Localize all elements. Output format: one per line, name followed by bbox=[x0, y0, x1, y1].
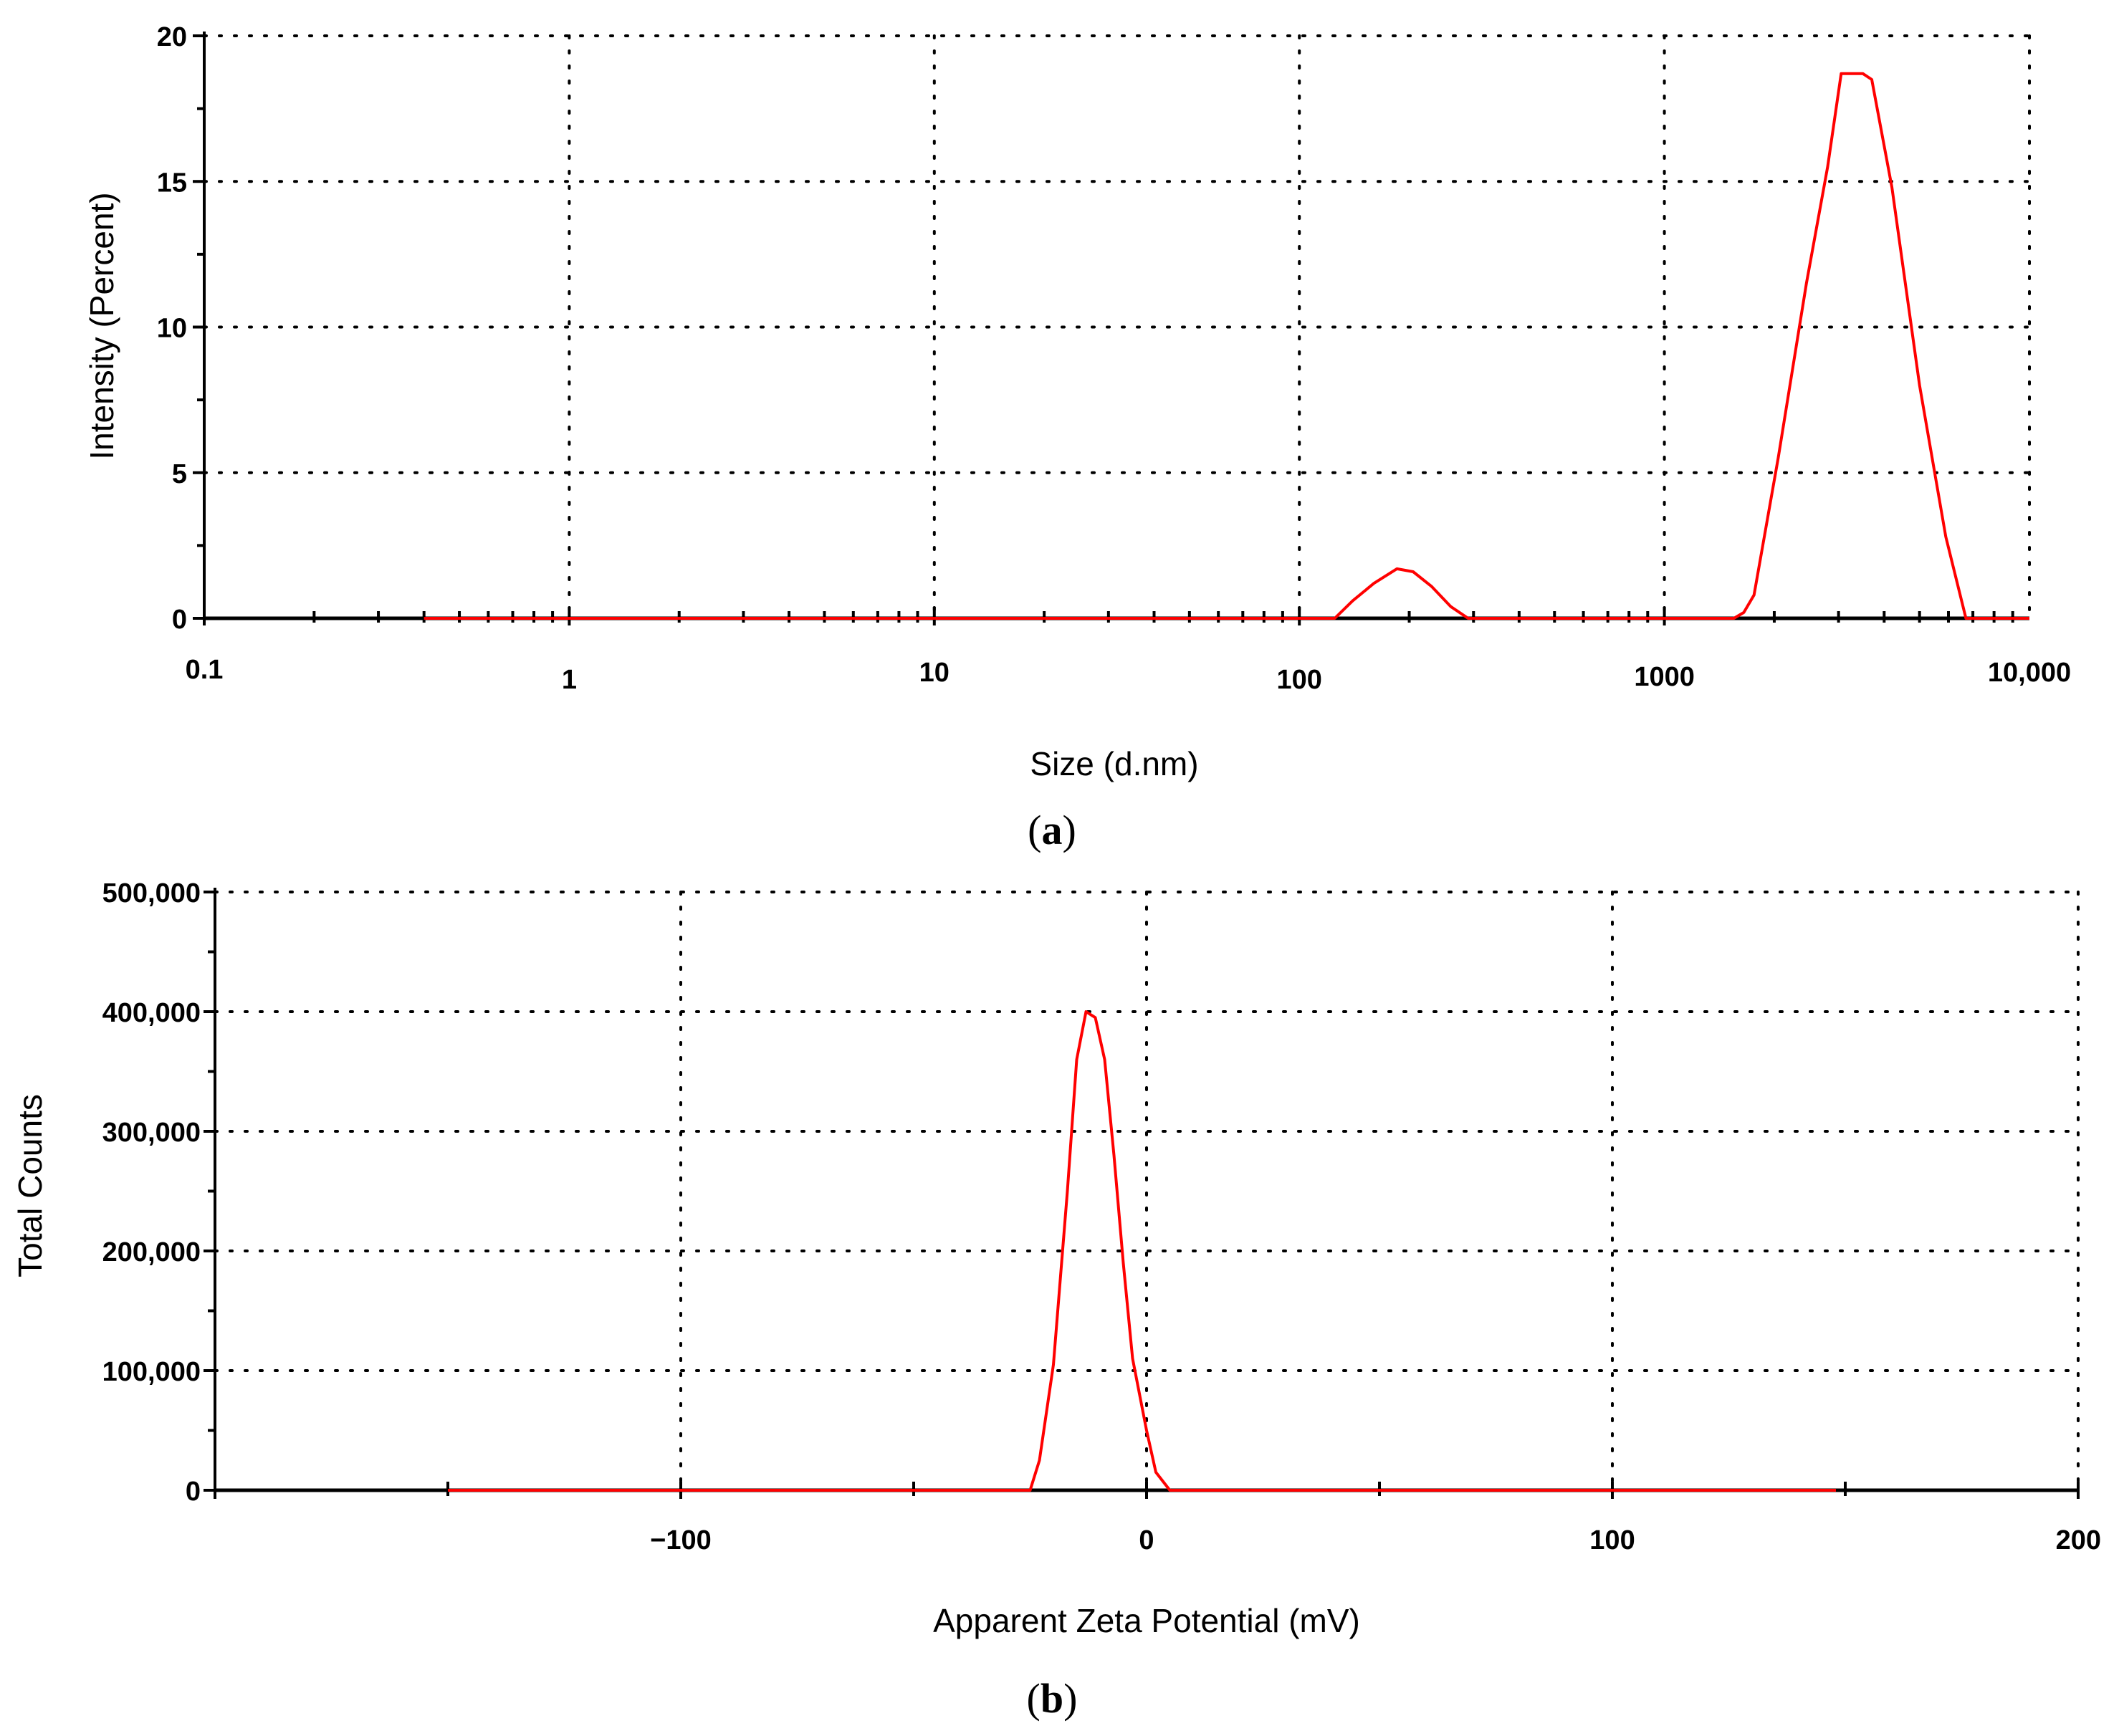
y-tick-label: 20 bbox=[157, 22, 187, 52]
x-tick-label: 10,000 bbox=[1988, 658, 2071, 688]
panel-label-a: (a) bbox=[1028, 807, 1076, 853]
grid-lines bbox=[203, 34, 2031, 620]
y-tick-label: 15 bbox=[157, 168, 187, 198]
panel-label-b: (b) bbox=[1027, 1675, 1078, 1722]
x-tick-label: 1 bbox=[562, 665, 577, 695]
panel-label-letter: a bbox=[1042, 807, 1063, 853]
y-tick-label: 100,000 bbox=[102, 1357, 201, 1387]
y-tick-label: 200,000 bbox=[102, 1237, 201, 1267]
y-tick-label: 500,000 bbox=[102, 878, 201, 908]
x-tick-label: 100 bbox=[1276, 665, 1321, 695]
y-tick-label: 400,000 bbox=[102, 998, 201, 1028]
x-tick-label: 0.1 bbox=[186, 655, 224, 685]
y-tick-label: 300,000 bbox=[102, 1118, 201, 1148]
x-axis-title: Size (d.nm) bbox=[1030, 745, 1198, 782]
chart-zeta-potential: 0 100,000 200,000 300,000 400,000 500,000 −100… bbox=[11, 878, 2101, 1722]
tick-labels: 0 100,000 200,000 300,000 400,000 500,000 −100… bbox=[102, 878, 2101, 1555]
y-axis-title: Intensity (Percent) bbox=[83, 192, 120, 459]
tick-marks bbox=[193, 34, 2014, 625]
panel-label-close: ) bbox=[1063, 807, 1076, 853]
x-tick-label: 200 bbox=[2056, 1525, 2101, 1555]
x-axis-title: Apparent Zeta Potential (mV) bbox=[933, 1602, 1360, 1639]
y-tick-label: 10 bbox=[157, 314, 187, 344]
series-group bbox=[448, 1010, 1836, 1492]
y-tick-label: 5 bbox=[172, 459, 187, 489]
series-line bbox=[424, 72, 2029, 620]
x-tick-label: 10 bbox=[919, 658, 950, 688]
panel-label-open: ( bbox=[1028, 807, 1041, 853]
y-tick-label: 0 bbox=[172, 605, 187, 635]
series-line bbox=[448, 1010, 1836, 1492]
panel-label-open: ( bbox=[1027, 1675, 1041, 1722]
x-tick-label: 0 bbox=[1139, 1525, 1154, 1555]
tick-labels: 0 5 10 15 20 0.1 1 10 100 1000 10,000 bbox=[157, 22, 2071, 695]
panel-label-close: ) bbox=[1063, 1675, 1077, 1722]
series-group bbox=[424, 72, 2029, 620]
tick-marks bbox=[204, 891, 2080, 1499]
x-tick-label: −100 bbox=[650, 1525, 712, 1555]
panel-label-letter: b bbox=[1041, 1675, 1063, 1722]
y-tick-label: 0 bbox=[186, 1477, 201, 1507]
grid-lines bbox=[214, 891, 2080, 1492]
x-tick-label: 1000 bbox=[1634, 662, 1695, 692]
y-axis-title: Total Counts bbox=[11, 1094, 49, 1277]
x-tick-label: 100 bbox=[1589, 1525, 1635, 1555]
